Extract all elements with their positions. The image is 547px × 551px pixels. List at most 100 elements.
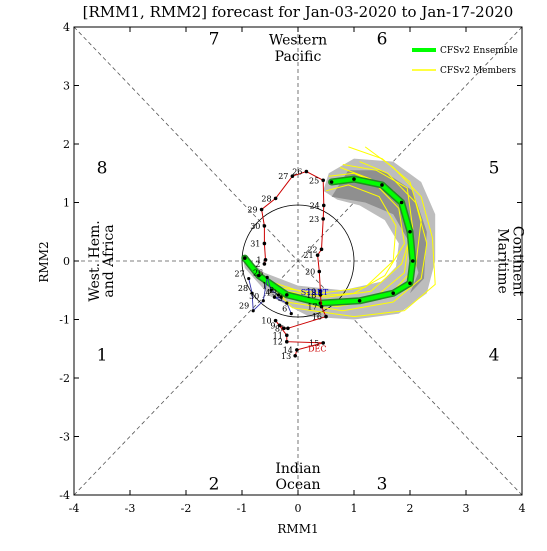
y-tick-label-2: 2: [63, 138, 70, 151]
observed-day-label-28: 28: [261, 194, 271, 203]
track-label-start: START: [301, 288, 329, 297]
x-axis-label: RMM1: [277, 522, 318, 536]
observed-day-label-16: 16: [312, 313, 322, 322]
observed-day-label-20: 20: [305, 268, 315, 277]
prior-point-27: [247, 276, 251, 281]
x-tick-label--3: -3: [125, 502, 136, 515]
prior-point-4: [272, 295, 277, 299]
observed-point-29: [259, 207, 264, 212]
x-tick-label-3: 3: [463, 502, 470, 515]
member-line-5: [244, 166, 405, 297]
prior-point-28: [250, 291, 254, 295]
ensemble-point-9: [399, 200, 404, 205]
observed-point-11: [285, 333, 289, 338]
observed-day-label-13: 13: [281, 352, 291, 361]
prior-point-29: [251, 309, 255, 313]
x-tick-label--1: -1: [237, 502, 248, 515]
phase-number-1: 1: [97, 346, 108, 366]
phase-number-6: 6: [377, 30, 388, 50]
observed-day-label-21: 21: [303, 251, 313, 260]
ensemble-point-6: [408, 281, 412, 286]
prior-day-label-28: 28: [238, 284, 248, 293]
observed-day-label-22: 22: [307, 245, 317, 254]
observed-point-20: [317, 269, 322, 274]
legend-label-1: CFSv2 Ensemble: [440, 46, 518, 56]
observed-day-label-9: 9: [270, 321, 275, 330]
y-tick-label-1: 1: [63, 197, 70, 210]
observed-point-10: [273, 318, 278, 323]
region-bottom-line-1: Indian: [275, 461, 320, 477]
observed-day-label-18: 18: [306, 291, 316, 300]
prior-day-label-6: 6: [282, 305, 287, 314]
observed-point-16: [324, 314, 328, 319]
observed-point-21: [315, 253, 320, 257]
observed-day-label-27: 27: [278, 172, 288, 181]
observed-day-label-25: 25: [309, 176, 319, 185]
observed-day-label-17: 17: [307, 303, 317, 312]
observed-point-14: [295, 348, 299, 352]
observed-point-27: [290, 174, 295, 178]
ensemble-point-4: [357, 298, 362, 303]
x-tick-label-4: 4: [519, 502, 526, 515]
prior-point-1: [269, 288, 273, 292]
phase-number-4: 4: [489, 346, 500, 366]
phase-number-2: 2: [209, 474, 220, 494]
prior-point-26: [265, 275, 269, 279]
prior-day-label-30: 30: [249, 292, 259, 301]
phase-number-8: 8: [97, 158, 108, 178]
x-tick-label-1: 1: [351, 502, 358, 515]
observed-point-24: [321, 203, 326, 208]
observed-day-label-26: 26: [292, 167, 302, 176]
y-tick-label-3: 3: [63, 80, 70, 93]
ensemble-point-8: [408, 229, 412, 234]
observed-day-label-12: 12: [273, 338, 283, 347]
phase-number-5: 5: [489, 158, 500, 178]
observed-point-15: [321, 341, 326, 345]
prior-day-label-2: 2: [269, 286, 274, 295]
prior-day-label-26: 26: [253, 268, 263, 277]
prior-point-3: [279, 295, 283, 299]
y-tick-label--4: -4: [59, 489, 70, 502]
prior-day-label-5: 5: [278, 294, 283, 303]
y-tick-label--3: -3: [59, 431, 70, 444]
region-bottom-line-2: Ocean: [276, 477, 321, 493]
member-line-7: [244, 164, 414, 298]
observed-day-label-15: 15: [309, 339, 319, 348]
observed-day-label-11: 11: [273, 331, 283, 340]
observed-point-18: [318, 293, 323, 297]
prior-day-label-4: 4: [265, 288, 270, 297]
prior-day-label-29: 29: [239, 302, 249, 311]
observed-point-17: [319, 304, 324, 309]
observed-day-label-10: 10: [261, 317, 271, 326]
observed-point-12: [285, 339, 289, 344]
ensemble-point-11: [352, 177, 356, 181]
observed-point-13: [293, 353, 298, 358]
x-tick-label-2: 2: [407, 502, 414, 515]
observed-day-label-8: 8: [275, 324, 280, 333]
unit-circle: [241, 204, 355, 318]
observed-day-label-29: 29: [247, 206, 257, 215]
observed-point-7: [286, 326, 290, 331]
observed-day-label-30: 30: [250, 222, 260, 231]
prior-point-5: [285, 301, 289, 305]
observed-point-31: [262, 241, 267, 246]
observed-point-1: [263, 258, 268, 262]
track-label-dec: DEC: [308, 345, 326, 354]
ensemble-point-2: [285, 293, 289, 297]
observed-point-23: [321, 217, 326, 221]
observed-day-label-2: 2: [255, 260, 260, 269]
observed-day-label-19: 19: [306, 287, 316, 296]
chart-title: [RMM1, RMM2] forecast for Jan-03-2020 to…: [83, 3, 514, 21]
observed-point-9: [277, 323, 282, 328]
phase-number-7: 7: [209, 30, 220, 50]
observed-point-28: [273, 196, 278, 201]
observed-day-label-31: 31: [250, 239, 260, 248]
ensemble-point-1: [257, 273, 261, 278]
observed-point-2: [262, 262, 267, 266]
y-axis-label: RMM2: [37, 241, 51, 282]
ensemble-point-10: [380, 183, 384, 187]
observed-point-8: [282, 326, 286, 331]
